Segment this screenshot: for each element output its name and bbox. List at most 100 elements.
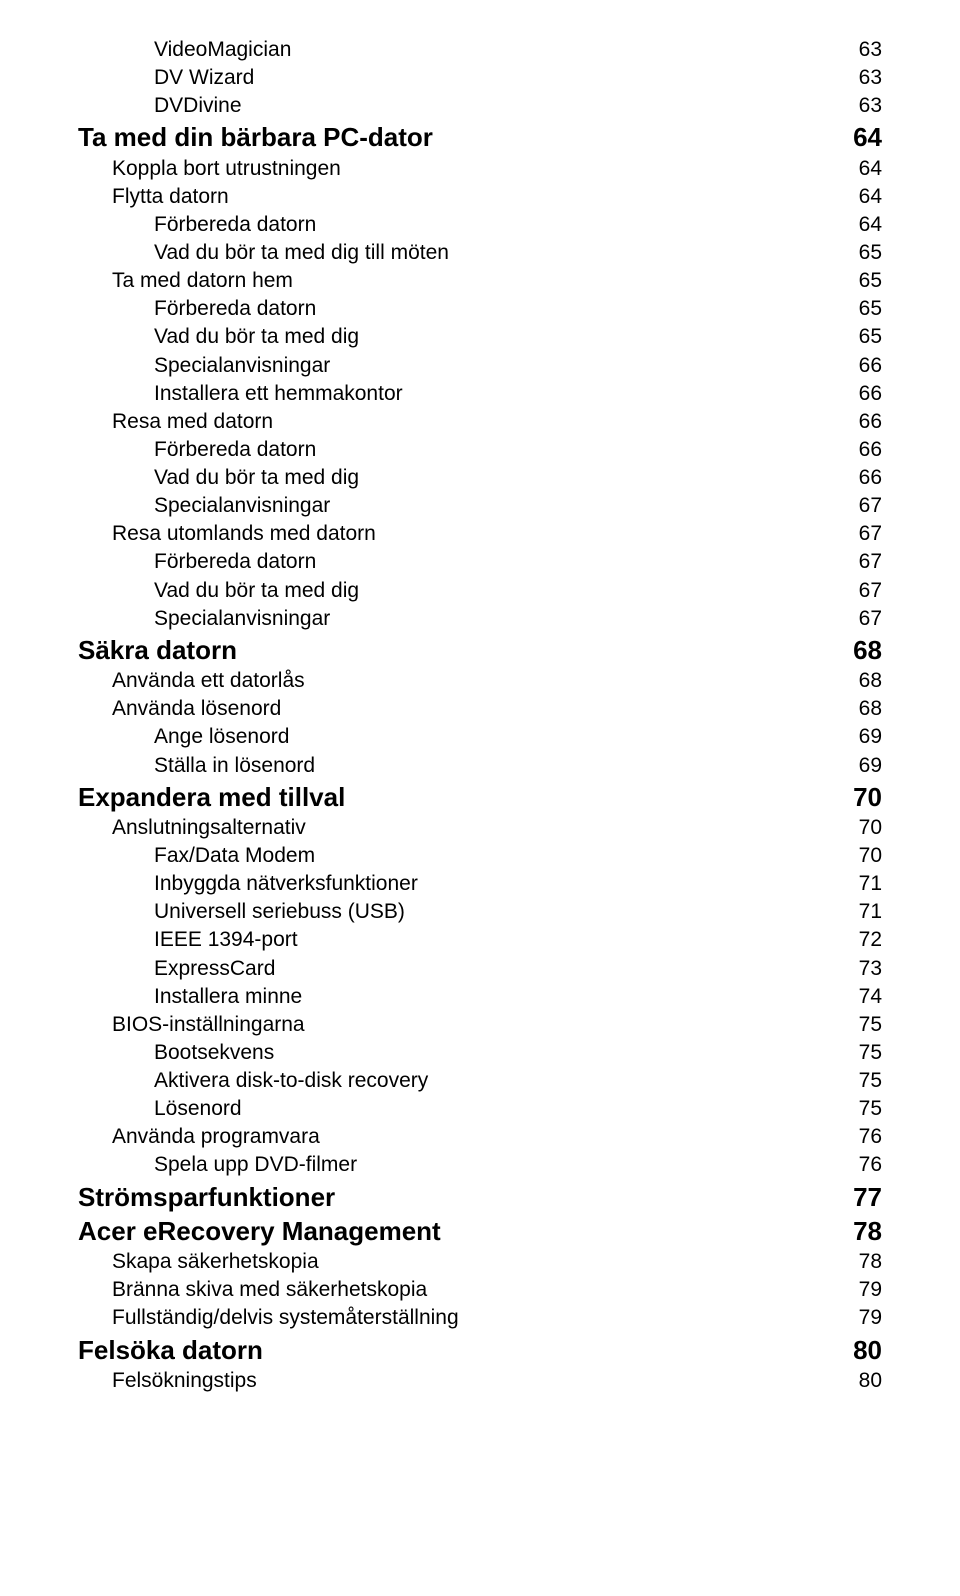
toc-page-number: 69 — [847, 723, 882, 751]
toc-row[interactable]: Förbereda datorn64 — [78, 211, 882, 239]
toc-row[interactable]: Universell seriebuss (USB)71 — [78, 898, 882, 926]
toc-page-number: 68 — [847, 695, 882, 723]
toc-row[interactable]: Anslutningsalternativ70 — [78, 814, 882, 842]
toc-label: Specialanvisningar — [154, 492, 847, 520]
toc-label: Vad du bör ta med dig till möten — [154, 239, 847, 267]
toc-row[interactable]: Vad du bör ta med dig67 — [78, 577, 882, 605]
toc-label: Använda lösenord — [112, 695, 847, 723]
toc-row[interactable]: IEEE 1394-port72 — [78, 926, 882, 954]
toc-page-number: 64 — [847, 155, 882, 183]
toc-label: Installera ett hemmakontor — [154, 380, 847, 408]
toc-row[interactable]: Strömsparfunktioner77 — [78, 1180, 882, 1214]
toc-row[interactable]: Ta med din bärbara PC-dator64 — [78, 120, 882, 154]
toc-page-number: 71 — [847, 870, 882, 898]
toc-page-number: 63 — [847, 64, 882, 92]
toc-page-number: 65 — [847, 323, 882, 351]
toc-label: Använda ett datorlås — [112, 667, 847, 695]
toc-label: Aktivera disk-to-disk recovery — [154, 1067, 847, 1095]
toc-page-number: 76 — [847, 1151, 882, 1179]
toc-row[interactable]: Acer eRecovery Management78 — [78, 1214, 882, 1248]
toc-page-number: 80 — [841, 1333, 882, 1367]
toc-row[interactable]: DV Wizard63 — [78, 64, 882, 92]
toc-label: Bootsekvens — [154, 1039, 847, 1067]
table-of-contents: VideoMagician63DV Wizard63DVDivine63Ta m… — [78, 36, 882, 1395]
toc-row[interactable]: Felsökningstips80 — [78, 1367, 882, 1395]
toc-page-number: 75 — [847, 1011, 882, 1039]
toc-row[interactable]: Förbereda datorn67 — [78, 548, 882, 576]
toc-row[interactable]: Installera ett hemmakontor66 — [78, 380, 882, 408]
toc-label: Vad du bör ta med dig — [154, 464, 847, 492]
toc-page-number: 66 — [847, 352, 882, 380]
toc-label: Säkra datorn — [78, 633, 841, 667]
toc-row[interactable]: Spela upp DVD-filmer76 — [78, 1151, 882, 1179]
toc-page-number: 63 — [847, 92, 882, 120]
toc-label: Vad du bör ta med dig — [154, 323, 847, 351]
toc-label: Använda programvara — [112, 1123, 847, 1151]
toc-label: Felsökningstips — [112, 1367, 847, 1395]
toc-row[interactable]: Felsöka datorn80 — [78, 1333, 882, 1367]
toc-row[interactable]: Inbyggda nätverksfunktioner71 — [78, 870, 882, 898]
toc-row[interactable]: Specialanvisningar67 — [78, 492, 882, 520]
toc-row[interactable]: Använda ett datorlås68 — [78, 667, 882, 695]
toc-row[interactable]: Aktivera disk-to-disk recovery75 — [78, 1067, 882, 1095]
toc-row[interactable]: Ta med datorn hem65 — [78, 267, 882, 295]
toc-page: VideoMagician63DV Wizard63DVDivine63Ta m… — [0, 0, 960, 1435]
toc-row[interactable]: VideoMagician63 — [78, 36, 882, 64]
toc-row[interactable]: Vad du bör ta med dig65 — [78, 323, 882, 351]
toc-row[interactable]: Vad du bör ta med dig66 — [78, 464, 882, 492]
toc-row[interactable]: Lösenord75 — [78, 1095, 882, 1123]
toc-row[interactable]: Resa utomlands med datorn67 — [78, 520, 882, 548]
toc-page-number: 80 — [847, 1367, 882, 1395]
toc-page-number: 70 — [841, 780, 882, 814]
toc-row[interactable]: DVDivine63 — [78, 92, 882, 120]
toc-label: Fax/Data Modem — [154, 842, 847, 870]
toc-page-number: 68 — [841, 633, 882, 667]
toc-row[interactable]: ExpressCard73 — [78, 955, 882, 983]
toc-page-number: 68 — [847, 667, 882, 695]
toc-row[interactable]: Flytta datorn64 — [78, 183, 882, 211]
toc-row[interactable]: BIOS-inställningarna75 — [78, 1011, 882, 1039]
toc-row[interactable]: Använda lösenord68 — [78, 695, 882, 723]
toc-row[interactable]: Specialanvisningar66 — [78, 352, 882, 380]
toc-page-number: 78 — [841, 1214, 882, 1248]
toc-label: Koppla bort utrustningen — [112, 155, 847, 183]
toc-row[interactable]: Förbereda datorn65 — [78, 295, 882, 323]
toc-page-number: 64 — [841, 120, 882, 154]
toc-row[interactable]: Bränna skiva med säkerhetskopia79 — [78, 1276, 882, 1304]
toc-page-number: 63 — [847, 36, 882, 64]
toc-row[interactable]: Resa med datorn66 — [78, 408, 882, 436]
toc-page-number: 65 — [847, 295, 882, 323]
toc-row[interactable]: Installera minne74 — [78, 983, 882, 1011]
toc-row[interactable]: Bootsekvens75 — [78, 1039, 882, 1067]
toc-row[interactable]: Ställa in lösenord69 — [78, 752, 882, 780]
toc-page-number: 76 — [847, 1123, 882, 1151]
toc-row[interactable]: Vad du bör ta med dig till möten65 — [78, 239, 882, 267]
toc-row[interactable]: Skapa säkerhetskopia78 — [78, 1248, 882, 1276]
toc-label: Resa utomlands med datorn — [112, 520, 847, 548]
toc-row[interactable]: Förbereda datorn66 — [78, 436, 882, 464]
toc-label: Förbereda datorn — [154, 548, 847, 576]
toc-row[interactable]: Expandera med tillval70 — [78, 780, 882, 814]
toc-row[interactable]: Ange lösenord69 — [78, 723, 882, 751]
toc-row[interactable]: Säkra datorn68 — [78, 633, 882, 667]
toc-page-number: 78 — [847, 1248, 882, 1276]
toc-label: Ange lösenord — [154, 723, 847, 751]
toc-row[interactable]: Koppla bort utrustningen64 — [78, 155, 882, 183]
toc-page-number: 70 — [847, 814, 882, 842]
toc-page-number: 75 — [847, 1067, 882, 1095]
toc-row[interactable]: Använda programvara76 — [78, 1123, 882, 1151]
toc-label: Resa med datorn — [112, 408, 847, 436]
toc-label: Flytta datorn — [112, 183, 847, 211]
toc-label: IEEE 1394-port — [154, 926, 847, 954]
toc-label: Skapa säkerhetskopia — [112, 1248, 847, 1276]
toc-page-number: 67 — [847, 605, 882, 633]
toc-label: Förbereda datorn — [154, 295, 847, 323]
toc-row[interactable]: Fullständig/delvis systemåterställning79 — [78, 1304, 882, 1332]
toc-page-number: 65 — [847, 239, 882, 267]
toc-label: Universell seriebuss (USB) — [154, 898, 847, 926]
toc-page-number: 65 — [847, 267, 882, 295]
toc-label: Acer eRecovery Management — [78, 1214, 841, 1248]
toc-label: Ta med din bärbara PC-dator — [78, 120, 841, 154]
toc-row[interactable]: Specialanvisningar67 — [78, 605, 882, 633]
toc-row[interactable]: Fax/Data Modem70 — [78, 842, 882, 870]
